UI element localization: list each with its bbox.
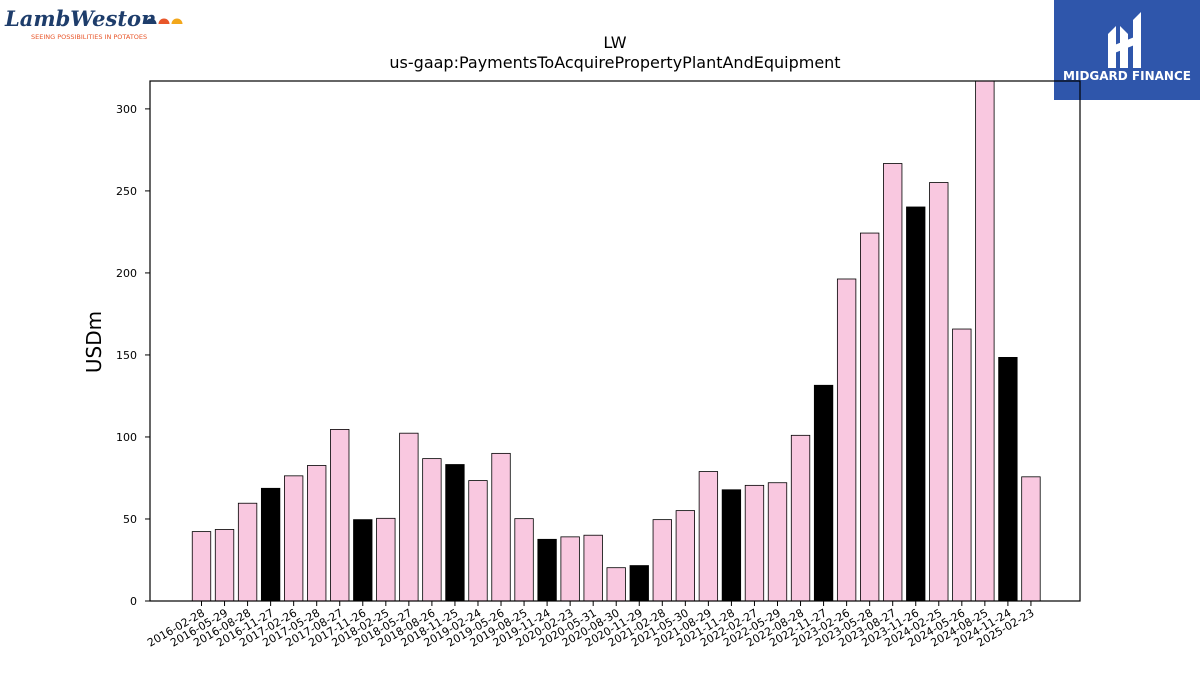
bar-2022-08-28	[790, 434, 811, 602]
bar-2018-08-26	[422, 458, 442, 602]
bar-2017-11-26	[353, 519, 373, 602]
bar-2021-05-30	[675, 510, 695, 602]
bar-2025-02-23	[1021, 476, 1041, 602]
y-tick-label: 250	[116, 185, 137, 198]
y-axis: 0 50 100 150 200 250 300	[116, 103, 150, 608]
bar-2019-08-25	[514, 518, 534, 602]
y-tick-label: 200	[116, 267, 137, 280]
bar-2021-02-28	[652, 519, 672, 602]
midgard-finance-logo: MIDGARD FINANCE	[1054, 0, 1200, 100]
chart-subtitle: us-gaap:PaymentsToAcquirePropertyPlantAn…	[389, 53, 840, 72]
bar-2024-02-25	[929, 182, 949, 602]
bar-2016-08-28	[237, 502, 258, 602]
bar-2019-02-24	[468, 480, 488, 602]
bar-2023-02-26	[836, 278, 857, 602]
bar-2017-05-28	[307, 465, 327, 602]
y-axis-label: USDm	[82, 311, 106, 373]
bar-2022-11-27	[813, 384, 834, 602]
bar-2020-11-29	[629, 565, 649, 602]
lambweston-logo: LambWeston SEEING POSSIBILITIES IN POTAT…	[4, 6, 184, 41]
y-tick-label: 300	[116, 103, 137, 116]
bar-2016-11-27	[260, 487, 281, 602]
bar-2022-05-29	[767, 482, 788, 602]
bar-2020-02-23	[560, 536, 580, 602]
bar-2018-02-25	[376, 517, 396, 602]
bar-2017-02-26	[284, 475, 304, 602]
logo-left-tagline: SEEING POSSIBILITIES IN POTATOES	[31, 33, 147, 41]
bar-2023-11-26	[906, 206, 926, 602]
bar-2016-05-29	[214, 529, 235, 602]
bar-2017-08-27	[330, 429, 350, 602]
bar-2018-05-27	[399, 432, 419, 602]
bar-2023-05-28	[860, 232, 880, 602]
bar-2021-11-28	[721, 489, 742, 602]
bars-group	[191, 80, 1041, 602]
x-axis: 2016-02-282016-05-292016-08-282016-11-27…	[145, 601, 1036, 650]
bar-2024-05-26	[952, 328, 972, 602]
chart-title: LW	[603, 33, 626, 52]
bar-2024-08-25	[975, 80, 995, 602]
plot-frame	[149, 80, 1081, 602]
bar-2022-02-27	[744, 484, 765, 602]
bar-2018-11-25	[445, 464, 465, 602]
bar-2020-05-31	[583, 534, 603, 602]
logo-left-name: LambWeston	[4, 6, 156, 31]
bar-2020-08-30	[606, 567, 626, 602]
y-tick-label: 150	[116, 349, 137, 362]
bar-2019-11-24	[537, 538, 557, 602]
y-tick-label: 0	[130, 595, 137, 608]
logo-right-name: MIDGARD FINANCE	[1063, 69, 1191, 83]
bar-2023-08-27	[883, 163, 903, 602]
y-tick-label: 50	[123, 513, 137, 526]
bar-2024-11-24	[998, 356, 1018, 602]
bar-2016-02-28	[191, 531, 212, 602]
bar-2019-05-26	[491, 452, 511, 602]
bar-2021-08-29	[698, 471, 719, 602]
y-tick-label: 100	[116, 431, 137, 444]
